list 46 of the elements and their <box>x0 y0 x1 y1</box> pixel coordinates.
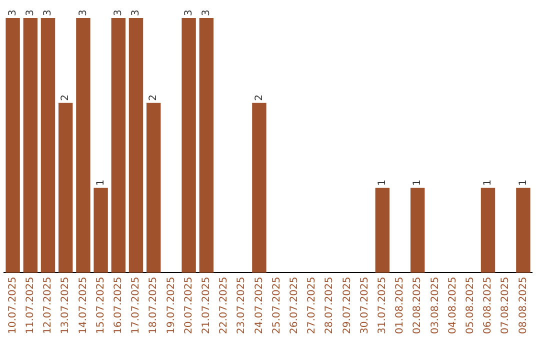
x-tick-label: 08.08.2025 <box>518 276 529 334</box>
x-tick-label: 13.07.2025 <box>60 276 72 334</box>
x-tick-label: 05.08.2025 <box>464 276 476 334</box>
data-label: 1 <box>376 179 388 186</box>
data-label: 2 <box>148 94 160 101</box>
data-label: 3 <box>112 10 124 16</box>
x-tick-label: 10.07.2025 <box>7 276 18 334</box>
x-tick-label: 01.08.2025 <box>394 276 406 334</box>
x-tick-label: 29.07.2025 <box>342 276 353 334</box>
x-tick-label: 21.07.2025 <box>200 276 212 334</box>
x-tick-label: 26.07.2025 <box>288 276 300 334</box>
x-tick-label: 15.07.2025 <box>95 276 106 334</box>
x-tick-label: 12.07.2025 <box>42 276 54 334</box>
data-label: 3 <box>200 10 212 16</box>
x-tick-label: 31.07.2025 <box>376 276 388 334</box>
data-label: 1 <box>95 179 106 186</box>
data-label: 3 <box>42 10 54 16</box>
data-label: 3 <box>130 10 142 16</box>
x-tick-label: 25.07.2025 <box>271 276 282 334</box>
x-tick-label: 23.07.2025 <box>236 276 248 334</box>
x-tick-label: 27.07.2025 <box>306 276 318 334</box>
x-tick-label: 22.07.2025 <box>218 276 230 334</box>
x-tick-label: 02.08.2025 <box>412 276 424 334</box>
x-tick-label: 03.08.2025 <box>430 276 441 334</box>
data-label: 3 <box>183 10 194 16</box>
data-label: 1 <box>482 179 494 186</box>
x-tick-label: 28.07.2025 <box>324 276 336 334</box>
x-tick-label: 16.07.2025 <box>112 276 124 334</box>
x-tick-label: 19.07.2025 <box>166 276 177 334</box>
data-label: 2 <box>60 94 72 101</box>
data-label: 3 <box>7 10 18 16</box>
x-tick-label: 20.07.2025 <box>183 276 194 334</box>
data-label: 1 <box>412 179 424 186</box>
data-label: 3 <box>78 10 89 16</box>
x-tick-label: 06.08.2025 <box>482 276 494 334</box>
x-tick-label: 30.07.2025 <box>359 276 370 334</box>
data-label: 2 <box>254 94 265 101</box>
data-label: 3 <box>24 10 36 16</box>
x-tick-label: 04.08.2025 <box>447 276 458 334</box>
x-tick-label: 17.07.2025 <box>130 276 142 334</box>
x-tick-label: 14.07.2025 <box>78 276 89 334</box>
x-tick-label: 11.07.2025 <box>24 276 36 334</box>
data-label: 1 <box>518 179 529 186</box>
x-tick-label: 07.08.2025 <box>500 276 512 334</box>
x-tick-label: 18.07.2025 <box>148 276 160 334</box>
x-tick-label: 24.07.2025 <box>254 276 265 334</box>
